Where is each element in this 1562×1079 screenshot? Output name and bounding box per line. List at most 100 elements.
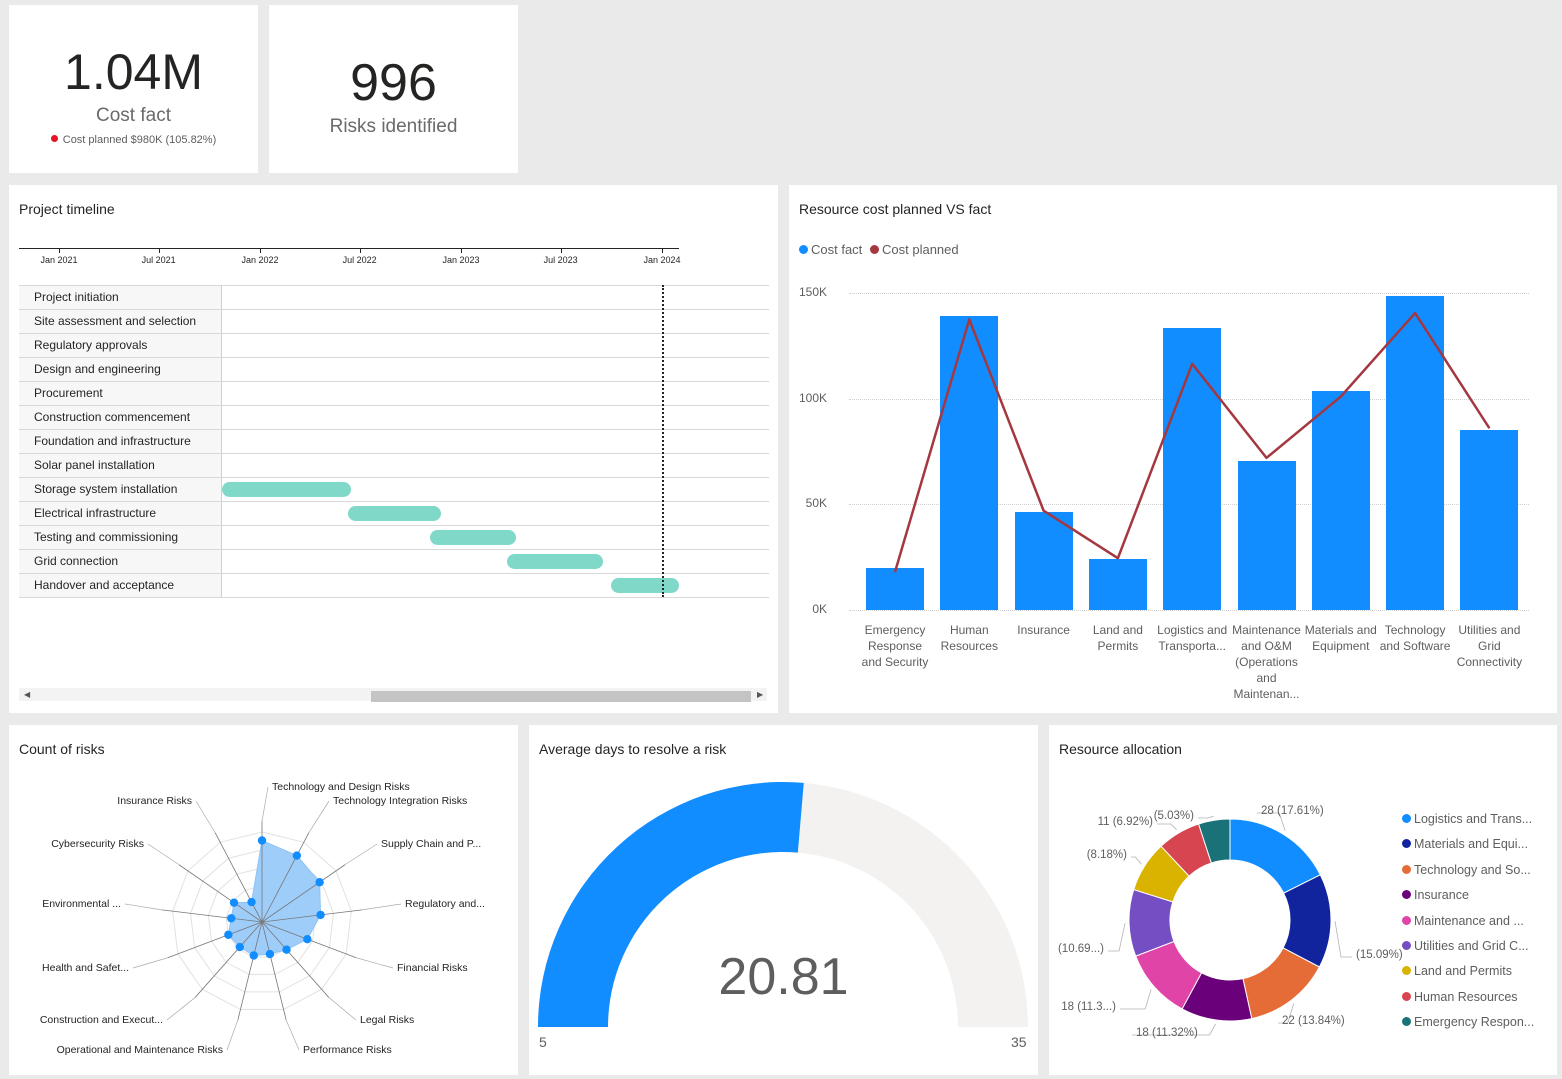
radar-spoke: [261, 921, 287, 1020]
gauge-value: 20.81: [718, 948, 849, 1006]
resource-allocation-card[interactable]: Resource allocation 28 (17.61%) (15.09%) 2…: [1049, 725, 1557, 1075]
project-timeline-title: Project timeline: [19, 201, 115, 217]
avg-days-card[interactable]: Average days to resolve a risk 20.81 5 3…: [529, 725, 1038, 1075]
donut-legend-item[interactable]: Land and Permits: [1402, 964, 1512, 978]
timeline-row[interactable]: Procurement: [19, 382, 769, 406]
donut-legend-item[interactable]: Human Resources: [1402, 990, 1518, 1004]
radar-category-label: Regulatory and...: [405, 898, 485, 910]
gridline: [849, 610, 1529, 611]
task-bar[interactable]: [222, 482, 351, 497]
legend-dot-icon: [1402, 864, 1411, 874]
radar-leader-line: [195, 800, 216, 833]
timeline-row[interactable]: Grid connection: [19, 550, 769, 574]
x-axis-category-label: Human Resources: [940, 623, 998, 653]
legend-cost-fact[interactable]: Cost fact: [799, 242, 862, 257]
radar-category-label: Health and Safet...: [42, 962, 129, 974]
radar-point[interactable]: [303, 934, 312, 944]
kpi-risks-card[interactable]: 996 Risks identified: [269, 5, 518, 173]
resource-allocation-title: Resource allocation: [1059, 741, 1182, 757]
bar-cost-fact[interactable]: [1088, 559, 1147, 610]
timeline-row[interactable]: Regulatory approvals: [19, 334, 769, 358]
task-label: Grid connection: [19, 550, 222, 573]
timeline-row[interactable]: Site assessment and selection: [19, 310, 769, 334]
radar-point[interactable]: [229, 898, 239, 907]
line-cost-planned[interactable]: [893, 311, 1491, 573]
timeline-tick-mark: [260, 248, 261, 253]
timeline-tick-label: Jul 2022: [342, 255, 377, 265]
radar-spoke: [261, 909, 363, 923]
radar-point[interactable]: [257, 836, 267, 845]
bar-cost-fact[interactable]: [1311, 391, 1370, 610]
count-of-risks-card[interactable]: Count of risks Technology and Design Ris…: [9, 725, 518, 1075]
radar-leader-line: [356, 957, 394, 969]
resource-cost-card[interactable]: Resource cost planned VS fact Cost fact …: [789, 185, 1557, 713]
scroll-right-icon[interactable]: ▶: [757, 690, 764, 699]
radar-leader-line: [166, 997, 196, 1021]
radar-point[interactable]: [292, 851, 302, 860]
donut-legend-item[interactable]: Maintenance and ...: [1402, 914, 1524, 928]
gauge-svg: [538, 782, 1028, 1027]
radar-point[interactable]: [316, 910, 325, 920]
task-bar[interactable]: [506, 554, 603, 569]
radar-category-label: Legal Risks: [360, 1014, 415, 1026]
radar-point[interactable]: [265, 949, 275, 959]
radar-point[interactable]: [227, 914, 236, 923]
kpi-cost-card[interactable]: 1.04M Cost fact Cost planned $980K (105.…: [9, 5, 258, 173]
timeline-row[interactable]: Construction commencement: [19, 406, 769, 430]
scrollbar-thumb[interactable]: [371, 691, 751, 702]
task-bar[interactable]: [429, 530, 516, 545]
horizontal-scrollbar[interactable]: ◀ ▶: [19, 688, 767, 702]
donut-leader-line: [1257, 812, 1286, 831]
timeline-row[interactable]: Project initiation: [19, 285, 769, 310]
radar-point[interactable]: [249, 951, 258, 960]
bar-cost-fact[interactable]: [1386, 296, 1445, 610]
timeline-tick-label: Jul 2021: [141, 255, 176, 265]
bar-cost-fact[interactable]: [1014, 511, 1073, 610]
donut-legend-item[interactable]: Logistics and Trans...: [1402, 812, 1532, 826]
radar-point[interactable]: [235, 942, 244, 952]
timeline-tick-mark: [359, 248, 361, 253]
donut-legend-item[interactable]: Utilities and Grid C...: [1402, 939, 1529, 953]
donut-legend-item[interactable]: Technology and So...: [1402, 863, 1531, 877]
bar-cost-fact[interactable]: [866, 567, 924, 610]
donut-legend-item[interactable]: Materials and Equi...: [1402, 837, 1528, 851]
task-label: Procurement: [19, 382, 222, 405]
timeline-row[interactable]: Electrical infrastructure: [19, 502, 769, 526]
legend-dot-icon: [1402, 966, 1411, 976]
x-axis-category-label: Insurance: [1017, 623, 1070, 637]
timeline-row[interactable]: Solar panel installation: [19, 454, 769, 478]
radar-point[interactable]: [315, 878, 324, 887]
timeline-row[interactable]: Storage system installation: [19, 478, 769, 502]
timeline-rows: Project initiation Site assessment and se…: [19, 285, 769, 598]
y-axis-tick-label: 0K: [812, 602, 827, 616]
timeline-tick-mark: [560, 248, 562, 253]
donut-legend-item[interactable]: Emergency Respon...: [1402, 1015, 1534, 1029]
legend-cost-planned[interactable]: Cost planned: [870, 242, 959, 257]
bar-cost-fact[interactable]: [1237, 461, 1296, 610]
project-timeline-card[interactable]: Project timeline Jan 2021 Jul 2021 Jan 202…: [9, 185, 778, 713]
task-bar[interactable]: [611, 578, 680, 593]
task-bar[interactable]: [348, 506, 441, 521]
radar-point[interactable]: [282, 945, 291, 954]
radar-point[interactable]: [247, 897, 256, 907]
donut-legend-item[interactable]: Insurance: [1402, 888, 1469, 902]
radar-point[interactable]: [224, 930, 233, 939]
x-axis-category-label: Technology and Software: [1379, 623, 1451, 653]
legend-label: Land and Permits: [1414, 964, 1512, 979]
bar-cost-fact[interactable]: [940, 316, 999, 610]
x-axis-category-label: Emergency Response and Security: [861, 623, 929, 669]
radar-spoke: [237, 921, 263, 1020]
donut-slice[interactable]: [1197, 818, 1231, 864]
donut-data-label: 18 (11.32%): [1136, 1027, 1198, 1039]
today-marker: [662, 285, 664, 597]
bar-cost-fact[interactable]: [1460, 430, 1519, 610]
timeline-row[interactable]: Design and engineering: [19, 358, 769, 382]
timeline-row[interactable]: Testing and commissioning: [19, 526, 769, 550]
donut-leader-line: [1131, 856, 1142, 865]
task-label: Regulatory approvals: [19, 334, 222, 357]
scroll-left-icon[interactable]: ◀: [24, 690, 31, 699]
bar-cost-fact[interactable]: [1163, 327, 1222, 610]
timeline-row[interactable]: Foundation and infrastructure: [19, 430, 769, 454]
timeline-row[interactable]: Handover and acceptance: [19, 574, 769, 598]
legend-label: Cost fact: [811, 242, 863, 257]
